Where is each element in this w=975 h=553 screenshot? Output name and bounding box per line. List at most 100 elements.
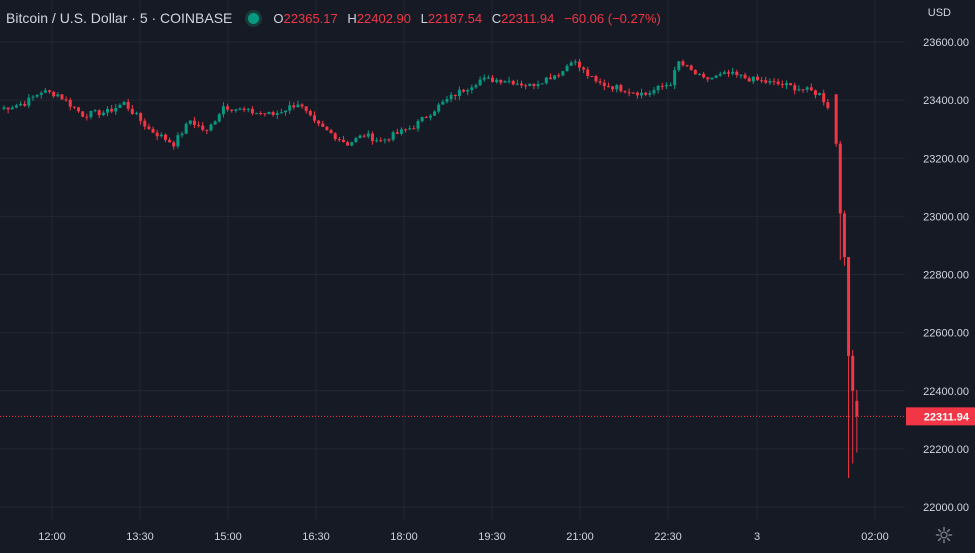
candle-body <box>275 113 279 115</box>
high-value: 22402.90 <box>356 10 412 26</box>
candle-body <box>457 89 461 97</box>
candle-body <box>31 96 35 98</box>
price-tick-label: 23600.00 <box>923 37 969 49</box>
candle-body <box>698 73 702 75</box>
gear-icon[interactable] <box>935 526 953 544</box>
candle-body <box>602 82 606 87</box>
price-tick-label: 22600.00 <box>923 328 969 340</box>
candle-body <box>217 114 221 122</box>
candle-body <box>304 106 308 111</box>
candle-body <box>192 120 196 126</box>
grid-lines <box>0 0 905 520</box>
candle-body <box>573 61 577 63</box>
candle-body <box>333 133 337 140</box>
candle-body <box>48 90 52 92</box>
candle-body <box>478 79 482 86</box>
candle-body <box>664 85 668 87</box>
candle-body <box>652 90 656 94</box>
open-label: O <box>273 10 284 26</box>
candle-body <box>209 124 213 131</box>
symbol-title[interactable]: Bitcoin / U.S. Dollar · 5 · COINBASE <box>6 10 233 26</box>
last-price-tag <box>906 407 975 426</box>
candlestick-series[interactable] <box>2 58 859 478</box>
candle-body <box>329 130 333 134</box>
candle-body <box>437 104 441 112</box>
candle-body <box>689 65 693 70</box>
candle-body <box>644 92 648 95</box>
price-tick-label: 22400.00 <box>923 386 969 398</box>
candle-body <box>847 257 851 356</box>
candle-body <box>375 140 379 142</box>
candle-body <box>515 83 519 85</box>
candle-body <box>631 92 635 94</box>
candle-body <box>93 110 97 112</box>
candle-body <box>77 107 81 112</box>
candle-body <box>118 104 122 108</box>
candle-body <box>764 80 768 83</box>
candle-body <box>511 80 515 85</box>
time-axis[interactable]: 12:00 13:30 15:00 16:30 18:00 19:30 21:00 22:30… <box>38 531 889 543</box>
time-tick-label: 16:30 <box>302 531 330 543</box>
candle-body <box>474 85 478 88</box>
price-axis[interactable]: 23600.00 23400.00 23200.00 23000.00 22800.00… <box>923 37 969 514</box>
open-value: 22365.17 <box>283 10 338 26</box>
candle-body <box>681 61 685 66</box>
time-tick-label: 21:00 <box>566 531 594 543</box>
time-tick-label: 22:30 <box>654 531 682 543</box>
candle-body <box>139 113 143 121</box>
time-tick-label: 18:00 <box>390 531 418 543</box>
candle-body <box>308 110 312 116</box>
candle-body <box>623 91 627 93</box>
candle-body <box>466 90 470 92</box>
candle-body <box>271 112 275 115</box>
candle-body <box>751 76 755 82</box>
candle-body <box>72 106 76 108</box>
candle-body <box>325 126 329 131</box>
candle-body <box>548 77 552 80</box>
candle-body <box>172 142 176 147</box>
candle-body <box>532 83 536 87</box>
time-tick-label: 02:00 <box>861 531 889 543</box>
candle-body <box>35 94 39 97</box>
candle-body <box>855 400 859 417</box>
candle-body <box>416 121 420 129</box>
candle-body <box>739 74 743 76</box>
candle-body <box>768 81 772 83</box>
close-label: C <box>491 10 502 26</box>
candle-body <box>68 99 72 107</box>
time-tick-label: 19:30 <box>478 531 506 543</box>
candle-body <box>627 92 631 94</box>
candle-body <box>656 85 660 91</box>
candle-body <box>19 103 23 106</box>
candle-body <box>826 102 830 108</box>
candle-body <box>159 134 163 137</box>
candle-body <box>85 116 89 118</box>
candle-body <box>561 71 565 76</box>
candle-body <box>714 75 718 78</box>
low-label: L <box>420 10 428 26</box>
currency-selector[interactable]: USD <box>927 7 951 19</box>
candle-body <box>213 121 217 125</box>
candle-body <box>424 116 428 118</box>
candle-body <box>449 94 453 100</box>
high-label: H <box>347 10 357 26</box>
candle-body <box>611 86 615 90</box>
candle-body <box>702 73 706 78</box>
candle-body <box>387 139 391 141</box>
candle-body <box>143 120 147 127</box>
candle-body <box>660 85 664 87</box>
price-tick-label: 23400.00 <box>923 95 969 107</box>
candle-body <box>818 93 822 96</box>
candle-body <box>101 112 105 116</box>
time-tick-label: 13:30 <box>126 531 154 543</box>
candle-body <box>722 72 726 75</box>
candle-body <box>569 62 573 66</box>
candle-body <box>528 83 532 86</box>
candle-body <box>337 139 341 141</box>
candle-body <box>809 87 813 91</box>
candle-body <box>453 94 457 97</box>
candle-body <box>180 133 184 136</box>
close-value: 22311.94 <box>501 10 555 26</box>
